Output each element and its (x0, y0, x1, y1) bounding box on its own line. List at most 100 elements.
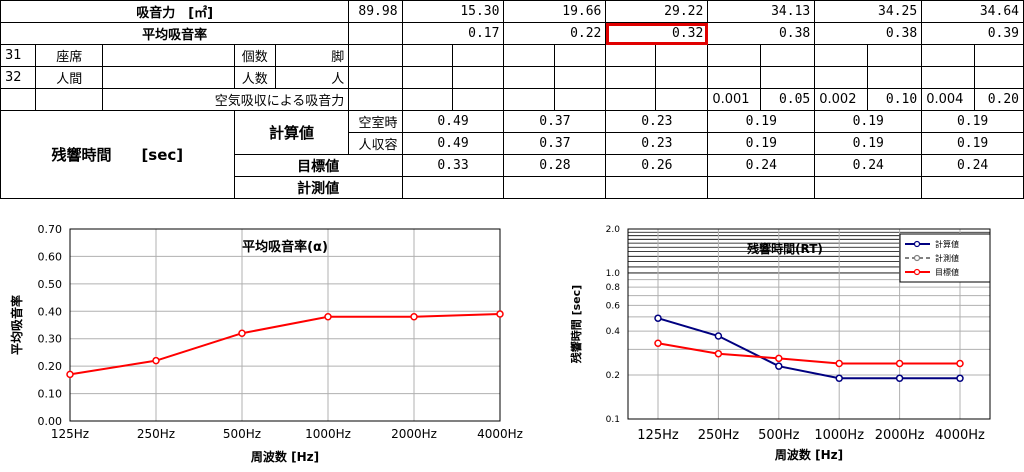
absorption-500[interactable]: 29.22 (605, 0, 709, 23)
people-unit[interactable]: 人 (274, 66, 350, 89)
avg-coef-250[interactable]: 0.22 (503, 22, 607, 45)
avg-coef-500-selected[interactable]: 0.32 (605, 22, 709, 45)
empty-cell[interactable] (553, 88, 607, 111)
empty-cell[interactable] (401, 66, 453, 89)
rt-target-125[interactable]: 0.33 (401, 154, 505, 177)
empty-cell[interactable] (707, 176, 816, 199)
avg-coef-1000[interactable]: 0.38 (707, 22, 816, 45)
empty-cell[interactable] (401, 176, 505, 199)
empty-cell[interactable] (605, 88, 657, 111)
empty-cell[interactable] (451, 88, 505, 111)
absorption-4000[interactable]: 34.64 (921, 0, 1024, 23)
occupied-label[interactable]: 人収容 (348, 132, 403, 155)
empty-cell[interactable] (605, 44, 657, 67)
air-absorption-2000[interactable]: 0.10 (867, 88, 923, 111)
rt-target-500[interactable]: 0.26 (605, 154, 709, 177)
rt-empty-125[interactable]: 0.49 (401, 110, 505, 133)
rt-empty-2000[interactable]: 0.19 (814, 110, 923, 133)
air-absorption-4000[interactable]: 0.20 (974, 88, 1024, 111)
empty-cell[interactable] (102, 66, 235, 89)
rt-empty-250[interactable]: 0.37 (503, 110, 607, 133)
empty-cell[interactable] (553, 66, 607, 89)
absorption-125[interactable]: 15.30 (401, 0, 505, 23)
avg-coef-label[interactable]: 平均吸音率 (0, 22, 350, 45)
empty-cell[interactable] (760, 44, 816, 67)
empty-cell[interactable] (867, 44, 923, 67)
avg-absorption-chart[interactable]: 0.00 0.10 0.20 0.30 0.40 0.50 0.60 0.70 125Hz 250… (0, 216, 530, 472)
air-coef-4000[interactable]: 0.004 (921, 88, 976, 111)
rt-empty-500[interactable]: 0.23 (605, 110, 709, 133)
rt-target-1000[interactable]: 0.24 (707, 154, 816, 177)
empty-cell[interactable] (0, 88, 37, 111)
total-absorption[interactable]: 89.98 (348, 0, 403, 23)
people-count-label[interactable]: 人数 (233, 66, 276, 89)
row-number[interactable]: 31 (0, 44, 37, 67)
rt-occ-250[interactable]: 0.37 (503, 132, 607, 155)
rt-occ-125[interactable]: 0.49 (401, 132, 505, 155)
rt-target-4000[interactable]: 0.24 (921, 154, 1024, 177)
empty-cell[interactable] (348, 44, 403, 67)
empty-cell[interactable] (553, 44, 607, 67)
empty-cell[interactable] (814, 66, 869, 89)
rt-empty-1000[interactable]: 0.19 (707, 110, 816, 133)
rt-target-250[interactable]: 0.28 (503, 154, 607, 177)
empty-cell[interactable] (451, 44, 505, 67)
empty-cell[interactable] (760, 66, 816, 89)
empty-cell[interactable] (348, 22, 403, 45)
empty-cell[interactable] (707, 66, 762, 89)
air-coef-1000[interactable]: 0.001 (707, 88, 762, 111)
empty-cell[interactable] (503, 88, 555, 111)
seats-label[interactable]: 座席 (35, 44, 104, 67)
avg-coef-4000[interactable]: 0.39 (921, 22, 1024, 45)
empty-cell[interactable] (605, 176, 709, 199)
rt-empty-4000[interactable]: 0.19 (921, 110, 1024, 133)
empty-cell[interactable] (348, 66, 403, 89)
empty-cell[interactable] (503, 66, 555, 89)
empty-cell[interactable] (814, 176, 923, 199)
measured-label[interactable]: 計測値 (233, 176, 403, 199)
empty-cell[interactable] (974, 66, 1024, 89)
empty-room-label[interactable]: 空室時 (348, 110, 403, 133)
absorption-250[interactable]: 19.66 (503, 0, 607, 23)
empty-cell[interactable] (655, 88, 709, 111)
rt-occ-500[interactable]: 0.23 (605, 132, 709, 155)
avg-coef-125[interactable]: 0.17 (401, 22, 505, 45)
target-label[interactable]: 目標値 (233, 154, 403, 177)
avg-coef-2000[interactable]: 0.38 (814, 22, 923, 45)
empty-cell[interactable] (655, 44, 709, 67)
empty-cell[interactable] (814, 44, 869, 67)
air-coef-2000[interactable]: 0.002 (814, 88, 869, 111)
empty-cell[interactable] (655, 66, 709, 89)
empty-cell[interactable] (401, 88, 453, 111)
empty-cell[interactable] (921, 44, 976, 67)
empty-cell[interactable] (503, 44, 555, 67)
empty-cell[interactable] (35, 88, 104, 111)
empty-cell[interactable] (867, 66, 923, 89)
empty-cell[interactable] (707, 44, 762, 67)
air-absorption-label[interactable]: 空気吸収による吸音力 (102, 88, 350, 111)
row-number[interactable]: 32 (0, 66, 37, 89)
absorption-1000[interactable]: 34.13 (707, 0, 816, 23)
air-absorption-1000[interactable]: 0.05 (760, 88, 816, 111)
rt-occ-4000[interactable]: 0.19 (921, 132, 1024, 155)
calc-label[interactable]: 計算値 (233, 110, 350, 155)
empty-cell[interactable] (974, 44, 1024, 67)
empty-cell[interactable] (503, 176, 607, 199)
empty-cell[interactable] (401, 44, 453, 67)
empty-cell[interactable] (921, 66, 976, 89)
people-label[interactable]: 人間 (35, 66, 104, 89)
count-label[interactable]: 個数 (233, 44, 276, 67)
empty-cell[interactable] (921, 176, 1024, 199)
rt-occ-1000[interactable]: 0.19 (707, 132, 816, 155)
absorption-label[interactable]: 吸音力 [㎡] (0, 0, 350, 23)
empty-cell[interactable] (451, 66, 505, 89)
rt-target-2000[interactable]: 0.24 (814, 154, 923, 177)
reverb-time-label[interactable]: 残響時間 [sec] (0, 110, 235, 199)
rt-occ-2000[interactable]: 0.19 (814, 132, 923, 155)
seats-unit[interactable]: 脚 (274, 44, 350, 67)
empty-cell[interactable] (348, 88, 403, 111)
empty-cell[interactable] (102, 44, 235, 67)
empty-cell[interactable] (605, 66, 657, 89)
absorption-2000[interactable]: 34.25 (814, 0, 923, 23)
reverb-time-chart[interactable]: 0.1 0.2 0.4 0.6 0.8 1.0 2.0 125Hz 250Hz 500Hz 1000… (530, 216, 1024, 472)
